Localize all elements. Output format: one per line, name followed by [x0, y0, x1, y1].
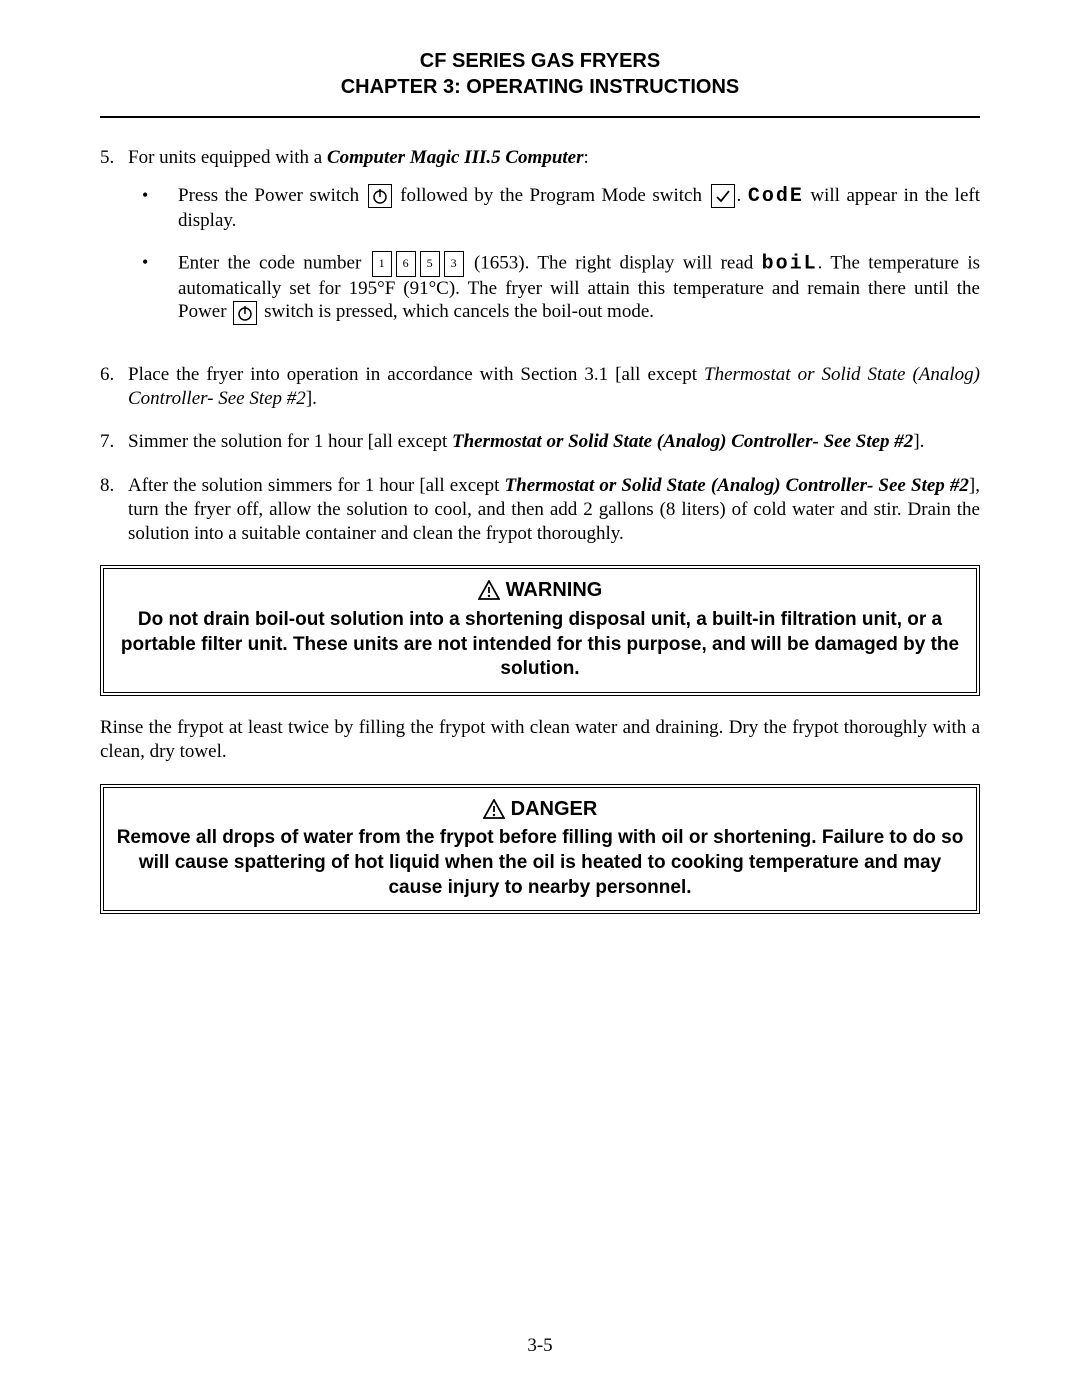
text: .	[737, 185, 748, 206]
digit-5-icon: 5	[420, 251, 440, 277]
item-number: 5.	[100, 146, 128, 343]
text: For units equipped with a	[128, 147, 327, 168]
text: :	[584, 147, 589, 168]
list-item-5: 5. For units equipped with a Computer Ma…	[100, 146, 980, 343]
text: Press the Power switch	[178, 185, 366, 206]
item-content: Simmer the solution for 1 hour [all exce…	[128, 430, 980, 454]
digit-6-icon: 6	[396, 251, 416, 277]
text: Place the fryer into operation in accord…	[128, 364, 704, 385]
power-icon	[368, 184, 392, 208]
page-number: 3-5	[0, 1335, 1080, 1357]
list-item-8: 8. After the solution simmers for 1 hour…	[100, 474, 980, 545]
bullet-content: Enter the code number 1653 (1653). The r…	[178, 251, 980, 325]
text-bold-italic: Thermostat or Solid State (Analog) Contr…	[505, 475, 969, 496]
text: Enter the code number	[178, 252, 370, 273]
danger-body: Remove all drops of water from the frypo…	[112, 826, 968, 900]
item-content: After the solution simmers for 1 hour [a…	[128, 474, 980, 545]
text: (1653). The right display will read	[466, 252, 762, 273]
item-content: Place the fryer into operation in accord…	[128, 363, 980, 411]
bullet-item: • Enter the code number 1653 (1653). The…	[128, 251, 980, 325]
bullet-marker: •	[128, 184, 178, 233]
danger-title-row: DANGER	[483, 796, 598, 822]
text: Simmer the solution for 1 hour [all exce…	[128, 431, 452, 452]
rinse-paragraph: Rinse the frypot at least twice by filli…	[100, 716, 980, 764]
bullet-marker: •	[128, 251, 178, 325]
display-boil: boiL	[762, 252, 818, 275]
bullet-list: • Press the Power switch followed by the…	[128, 184, 980, 325]
item-number: 6.	[100, 363, 128, 411]
warning-title: WARNING	[506, 577, 603, 603]
page-header: CF SERIES GAS FRYERS CHAPTER 3: OPERATIN…	[100, 48, 980, 100]
text-bold-italic: Computer Magic III.5 Computer	[327, 147, 584, 168]
text: followed by the Program Mode switch	[394, 185, 709, 206]
list-item-7: 7. Simmer the solution for 1 hour [all e…	[100, 430, 980, 454]
digit-3-icon: 3	[444, 251, 464, 277]
item-number: 8.	[100, 474, 128, 545]
item-content: For units equipped with a Computer Magic…	[128, 146, 980, 343]
page: CF SERIES GAS FRYERS CHAPTER 3: OPERATIN…	[0, 0, 1080, 1397]
check-icon	[711, 184, 735, 208]
list-item-6: 6. Place the fryer into operation in acc…	[100, 363, 980, 411]
warning-box: WARNING Do not drain boil-out solution i…	[100, 565, 980, 696]
header-line-1: CF SERIES GAS FRYERS	[420, 50, 660, 72]
header-rule	[100, 116, 980, 118]
text: switch is pressed, which cancels the boi…	[259, 301, 654, 322]
text: ].	[913, 431, 924, 452]
text-bold-italic: Thermostat or Solid State (Analog) Contr…	[452, 431, 913, 452]
danger-box: DANGER Remove all drops of water from th…	[100, 784, 980, 915]
text: After the solution simmers for 1 hour [a…	[128, 475, 505, 496]
warning-title-row: WARNING	[478, 577, 603, 603]
display-code: CodE	[748, 185, 804, 208]
warning-body: Do not drain boil-out solution into a sh…	[112, 608, 968, 682]
bullet-content: Press the Power switch followed by the P…	[178, 184, 980, 233]
bullet-item: • Press the Power switch followed by the…	[128, 184, 980, 233]
power-icon	[233, 301, 257, 325]
digit-1-icon: 1	[372, 251, 392, 277]
instruction-list: 5. For units equipped with a Computer Ma…	[100, 146, 980, 545]
header-line-2: CHAPTER 3: OPERATING INSTRUCTIONS	[341, 76, 740, 98]
warning-triangle-icon	[483, 799, 505, 819]
danger-title: DANGER	[511, 796, 598, 822]
warning-triangle-icon	[478, 580, 500, 600]
text: ].	[306, 388, 317, 409]
item-number: 7.	[100, 430, 128, 454]
